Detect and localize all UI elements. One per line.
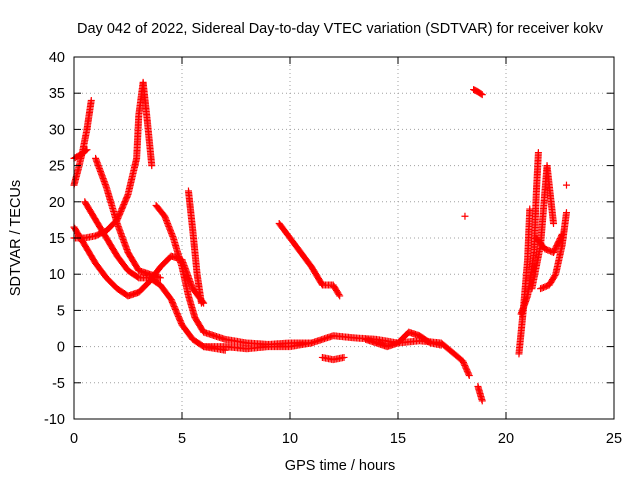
series-track-n: [470, 86, 486, 99]
data-point: [335, 291, 343, 299]
series-track-l: [362, 328, 445, 351]
series-track-p: [515, 205, 534, 358]
data-point: [526, 205, 534, 213]
data-point: [83, 146, 91, 154]
data-point: [156, 274, 164, 282]
series-track-o: [474, 382, 486, 405]
data-point: [534, 149, 542, 157]
x-tick-label: 20: [498, 431, 514, 447]
data-point: [550, 220, 558, 228]
series-track-k: [318, 353, 348, 364]
series-track-e: [81, 198, 229, 354]
data-point: [336, 292, 344, 300]
series-track-j: [275, 220, 344, 300]
data-point: [82, 147, 90, 155]
y-tick-label: 30: [49, 122, 65, 138]
series-track-u: [562, 181, 570, 189]
data-point: [148, 162, 156, 170]
data-point: [477, 90, 485, 98]
series-track-t: [532, 230, 566, 256]
data-point: [562, 209, 570, 217]
x-tick-label: 0: [70, 431, 78, 447]
data-point: [557, 232, 565, 240]
y-tick-label: 0: [57, 340, 65, 356]
series-track-m: [461, 212, 469, 220]
data-point: [465, 370, 473, 378]
series-track-h: [184, 187, 205, 307]
axis-ticks: 0 5 10 15 20 25 -10 -5 0 5 10 15 20 25 30 35 40: [44, 50, 622, 447]
series-track-i: [200, 332, 473, 380]
y-axis-label: SDTVAR / TECUs: [8, 180, 24, 296]
y-tick-label: -5: [52, 376, 65, 392]
data-marks: [70, 78, 570, 405]
data-point: [478, 91, 486, 99]
series-track-b: [70, 146, 91, 162]
data-point: [465, 372, 473, 380]
data-point: [197, 299, 205, 307]
x-tick-label: 10: [282, 431, 298, 447]
series-track-f: [92, 154, 164, 282]
series-track-s: [537, 209, 570, 293]
y-tick-label: 35: [49, 86, 65, 102]
y-tick-label: 5: [57, 303, 65, 319]
chart-title: Day 042 of 2022, Sidereal Day-to-day VTE…: [77, 21, 604, 37]
data-point: [478, 397, 486, 405]
x-tick-label: 25: [606, 431, 622, 447]
y-tick-label: 15: [49, 231, 65, 247]
x-tick-label: 15: [390, 431, 406, 447]
data-point: [340, 353, 348, 361]
y-tick-label: 25: [49, 159, 65, 175]
series-track-q: [517, 149, 542, 318]
data-point: [437, 341, 445, 349]
data-point: [461, 212, 469, 220]
x-axis-label: GPS time / hours: [285, 458, 395, 474]
y-tick-label: -10: [44, 412, 65, 428]
y-tick-label: 10: [49, 267, 65, 283]
series-track-g: [152, 201, 316, 348]
x-tick-label: 5: [178, 431, 186, 447]
data-point: [562, 181, 570, 189]
data-point: [87, 96, 95, 104]
data-point: [558, 230, 566, 238]
y-tick-label: 40: [49, 50, 65, 66]
y-tick-label: 20: [49, 195, 65, 211]
